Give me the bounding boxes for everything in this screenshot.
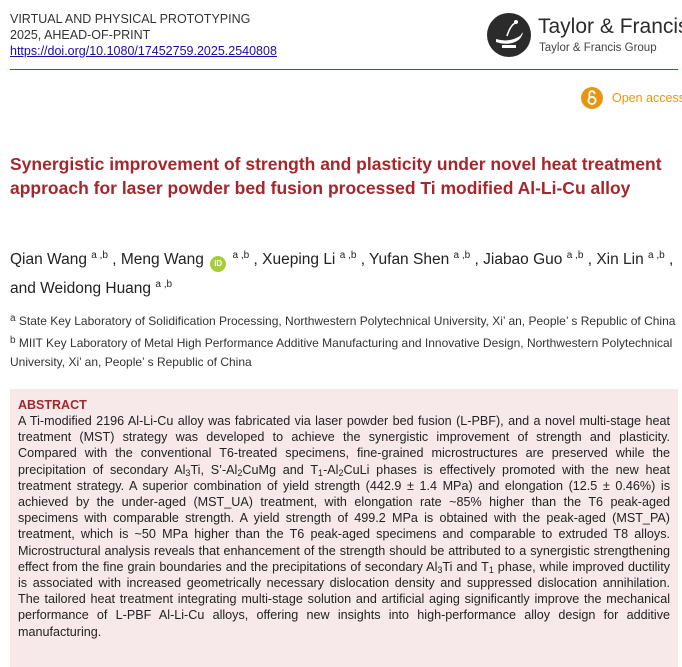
issue-line: 2025, AHEAD-OF-PRINT [10,28,151,42]
affiliation-text: MIIT Key Laboratory of Metal High Perfor… [10,336,673,369]
abstract-text: A Ti-modified 2196 Al-Li-Cu alloy was fa… [18,413,670,640]
affiliations: a State Key Laboratory of Solidification… [10,309,678,372]
abstract-subscript: 1 [488,564,494,575]
abstract-subscript: 3 [185,467,191,478]
author-separator: , [470,251,484,268]
abstract-box: ABSTRACT A Ti-modified 2196 Al-Li-Cu all… [10,389,678,667]
affiliation-text: State Key Laboratory of Solidification P… [15,314,676,328]
author-separator: , [249,251,263,268]
affiliation-marker[interactable]: a ,b [648,250,665,261]
affiliation-marker[interactable]: a ,b [453,250,471,261]
abstract-subscript: 2 [338,467,344,478]
publisher-logo[interactable]: Taylor & Francis Taylor & Francis Group [486,12,682,60]
author-name[interactable]: Yufan Shen [369,251,450,268]
abstract-fragment: phase, while improved ductility is assoc… [18,559,671,639]
author-separator: , [107,251,121,268]
affiliation-marker[interactable]: a ,b [566,250,584,261]
affiliation-mark: a [10,313,16,324]
author-separator: , and [10,251,674,297]
header-divider [10,69,678,70]
article-title: Synergistic improvement of strength and … [10,154,662,198]
author-list: Qian Wang a ,b , Meng Wang iD a ,b , Xue… [10,243,678,301]
open-access-label: Open access [612,91,682,105]
abstract-fragment: Ti and T [442,559,489,574]
publisher-name: Taylor & Francis [538,15,682,38]
affiliation-marker[interactable]: a ,b [91,250,108,261]
author-name[interactable]: Jiabao Guo [483,251,563,268]
publisher-group: Taylor & Francis Group [539,42,657,54]
affiliation-marker[interactable]: a ,b [232,250,250,261]
author-name[interactable]: Qian Wang [10,251,87,268]
journal-name: VIRTUAL AND PHYSICAL PROTOTYPING [10,12,251,26]
open-access-icon [581,87,603,109]
abstract-subscript: 1 [318,467,324,478]
abstract-fragment: A Ti-modified 2196 Al-Li-Cu alloy was fa… [18,414,670,477]
author-name[interactable]: Xin Lin [596,251,644,268]
abstract-fragment: Ti, S’-Al [190,462,238,477]
author-separator: , [356,251,370,268]
abstract-subscript: 2 [237,467,243,478]
affiliation-marker[interactable]: a ,b [339,250,357,261]
author-separator: , [583,251,597,268]
lamp-logo-icon [487,13,531,57]
doi-link[interactable]: https://doi.org/10.1080/17452759.2025.25… [10,44,277,58]
affiliation-mark: b [10,335,16,346]
abstract-fragment: -Al [323,462,339,477]
abstract-fragment: CuMg and T [242,462,319,477]
journal-header: VIRTUAL AND PHYSICAL PROTOTYPING 2025, A… [10,11,277,59]
abstract-heading: ABSTRACT [18,398,87,412]
orcid-icon[interactable]: iD [210,256,227,272]
author-name[interactable]: Weidong Huang [40,280,152,297]
abstract-fragment: CuLi phases is effectively promoted with… [18,462,670,574]
affiliation-marker[interactable]: a ,b [155,279,173,290]
author-name[interactable]: Xueping Li [262,251,336,268]
author-name[interactable]: Meng Wang [120,251,204,268]
abstract-subscript: 3 [437,564,443,575]
